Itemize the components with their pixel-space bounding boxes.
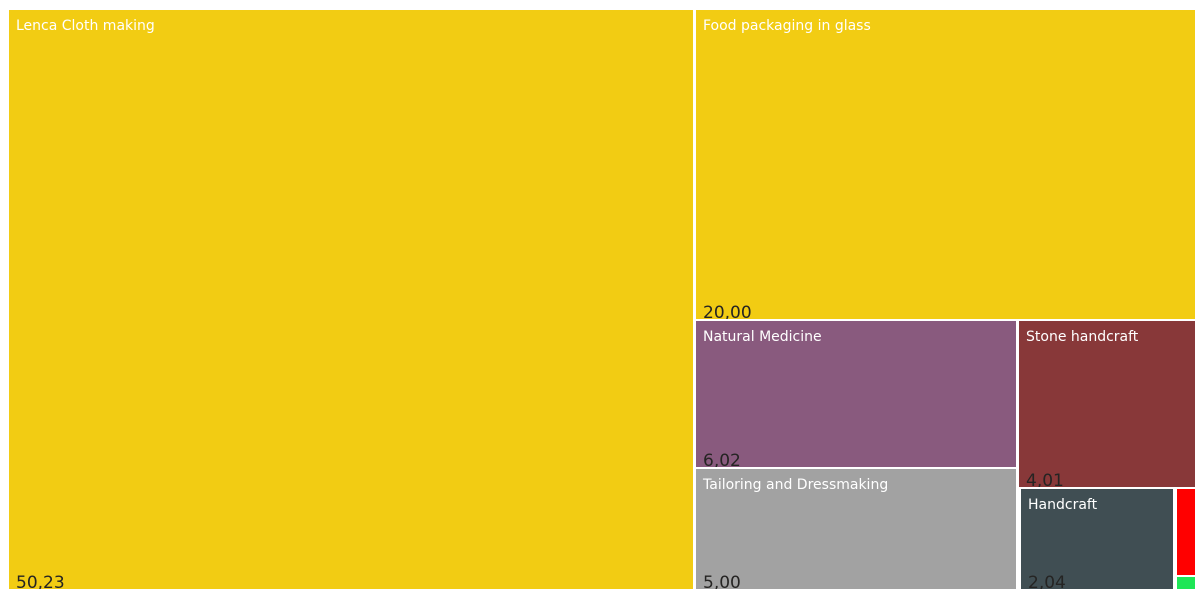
tile-label: Handcraft [1028, 497, 1098, 513]
tile-food-packaging-in-glass[interactable]: Food packaging in glass 20,00 [696, 10, 1195, 319]
tile-value: 2,04 [1028, 573, 1066, 589]
tile-label: Natural Medicine [703, 329, 822, 345]
tile-natural-medicine[interactable]: Natural Medicine 6,02 [696, 321, 1016, 467]
tile-value: 20,00 [703, 303, 752, 319]
tile-label: Lenca Cloth making [16, 18, 155, 34]
tile-value: 5,00 [703, 573, 741, 589]
tile-small-red[interactable] [1177, 489, 1195, 575]
tile-stone-handcraft[interactable]: Stone handcraft 4,01 [1019, 321, 1195, 487]
tile-value: 4,01 [1026, 471, 1064, 487]
tile-label: Stone handcraft [1026, 329, 1139, 345]
tile-value: 50,23 [16, 573, 65, 589]
tile-label: Food packaging in glass [703, 18, 871, 34]
tile-handcraft[interactable]: Handcraft 2,04 [1021, 489, 1173, 589]
tile-label: Tailoring and Dressmaking [703, 477, 889, 493]
tile-small-green[interactable] [1177, 577, 1195, 589]
tile-lenca-cloth-making[interactable]: Lenca Cloth making 50,23 [9, 10, 693, 589]
tile-value: 6,02 [703, 451, 741, 467]
tile-tailoring-and-dressmaking[interactable]: Tailoring and Dressmaking 5,00 [696, 469, 1016, 589]
